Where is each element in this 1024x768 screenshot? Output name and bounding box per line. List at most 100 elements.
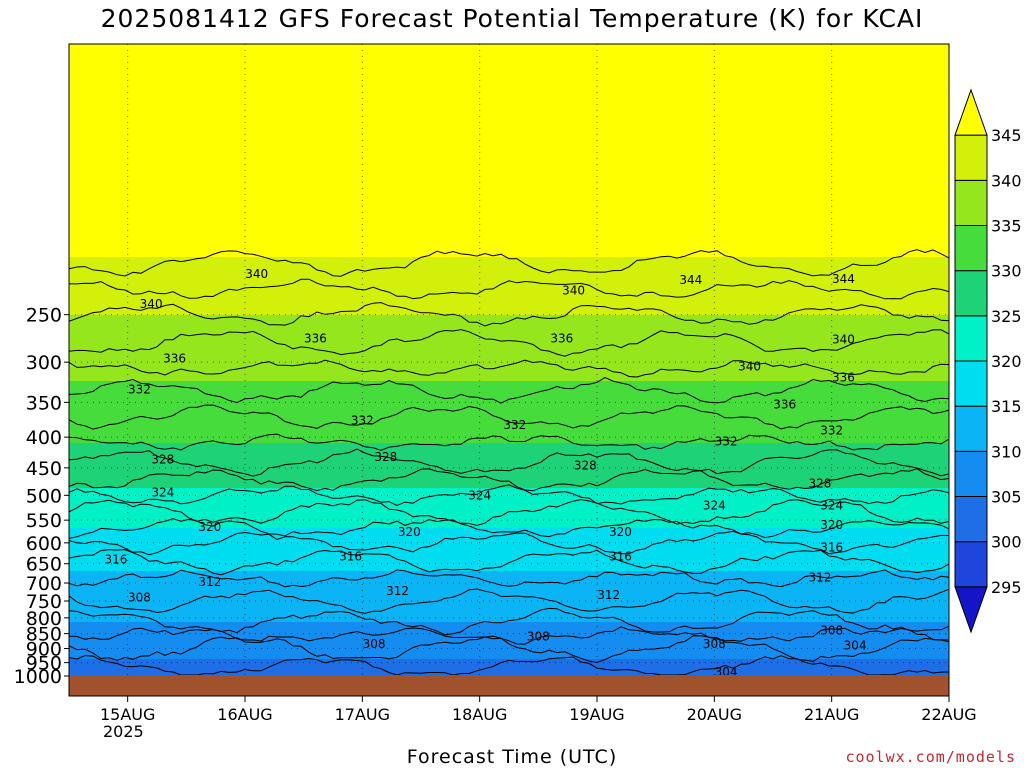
- contour-label: 324: [703, 499, 726, 513]
- y-tick-label: 900: [26, 639, 62, 661]
- contour-line: [69, 635, 949, 664]
- contour-label: 332: [128, 382, 151, 396]
- y-tick-label: 350: [26, 392, 62, 414]
- colorbar-label: 300: [991, 533, 1022, 552]
- y-tick-label: 950: [26, 653, 62, 675]
- y-tick-label: 550: [26, 510, 62, 532]
- x-tick-label: 18AUG: [452, 705, 507, 724]
- y-tick-label: 750: [26, 591, 62, 613]
- ground-layer: [69, 675, 949, 696]
- contour-line: [69, 377, 949, 404]
- chart-title: 2025081412 GFS Forecast Potential Temper…: [100, 4, 924, 33]
- contour-label: 312: [198, 575, 221, 589]
- y-tick-label: 600: [26, 533, 62, 555]
- x-tick-label: 21AUG: [804, 705, 859, 724]
- contour-label: 304: [844, 639, 867, 653]
- year-label: 2025: [103, 722, 144, 741]
- contour-line: [69, 278, 949, 300]
- contour-line: [69, 655, 949, 676]
- contour-label: 312: [808, 570, 831, 584]
- contour-label: 340: [140, 297, 163, 311]
- contour-label: 316: [104, 553, 127, 567]
- plot-frame: [68, 43, 950, 697]
- contour-label: 316: [339, 549, 362, 563]
- contour-line: [69, 549, 949, 576]
- x-axis-title: Forecast Time (UTC): [406, 746, 618, 768]
- contour-label: 344: [832, 272, 855, 286]
- contour-label: 332: [503, 418, 526, 432]
- contour-label: 344: [679, 273, 702, 287]
- colorbar-label: 310: [991, 442, 1022, 461]
- y-tick-label: 500: [26, 485, 62, 507]
- colorbar: 295 300 305 310 315 320 325 330 335 340 345: [954, 88, 1022, 634]
- colorbar-label: 325: [991, 307, 1022, 326]
- contour-label: 320: [820, 518, 843, 532]
- colorbar-label: 315: [991, 397, 1022, 416]
- contour-label: 320: [398, 525, 421, 539]
- contour-label: 320: [198, 520, 221, 534]
- colorbar-label: 340: [991, 171, 1022, 190]
- contour-label: 324: [820, 499, 843, 513]
- grid: [69, 44, 949, 696]
- contour-label: 308: [128, 591, 151, 605]
- y-axis: 2503003504004505005506006507007508008509…: [14, 305, 69, 688]
- x-tick-label: 19AUG: [569, 705, 624, 724]
- colorbar-segment: [954, 450, 988, 498]
- contour-line: [69, 329, 949, 357]
- x-tick-label: 15AUG: [100, 705, 155, 724]
- contour-line: [69, 569, 949, 588]
- contour-line: [69, 530, 949, 556]
- colorbar-segment: [954, 541, 988, 588]
- y-tick-label: 850: [26, 624, 62, 646]
- y-tick-label: 700: [26, 573, 62, 595]
- colorbar-label: 335: [991, 217, 1022, 236]
- contour-line: [69, 518, 949, 539]
- y-tick-label: 1000: [14, 666, 62, 688]
- colorbar-segment: [954, 179, 988, 226]
- colorbar-segment: [954, 405, 988, 452]
- contour-label: 336: [550, 332, 573, 346]
- contour-label: 324: [468, 488, 491, 502]
- contour-label: 340: [245, 267, 268, 281]
- credit-link[interactable]: coolwx.com/models: [845, 748, 1016, 766]
- contour-label: 312: [386, 584, 409, 598]
- contour-label: 328: [151, 453, 174, 467]
- contour-label: 308: [820, 624, 843, 638]
- colorbar-segment: [954, 88, 988, 136]
- contour-line: [69, 588, 949, 614]
- colorbar-segment: [954, 315, 988, 362]
- colorbar-label: 295: [991, 578, 1022, 597]
- contour-label: 328: [574, 459, 597, 473]
- y-tick-label: 400: [26, 427, 62, 449]
- contour-line: [69, 249, 949, 277]
- contour-label: 340: [562, 284, 585, 298]
- y-tick-label: 650: [26, 554, 62, 576]
- contour-label: 312: [597, 588, 620, 602]
- colorbar-label: 345: [991, 126, 1022, 145]
- colorbar-segment: [954, 270, 988, 317]
- contour-label: 328: [374, 450, 397, 464]
- contour-line: [69, 404, 949, 430]
- colorbar-segment: [954, 586, 988, 634]
- contour-label: 308: [363, 637, 386, 651]
- contour-label: 332: [820, 424, 843, 438]
- x-tick-label: 17AUG: [335, 705, 390, 724]
- plot-area: [69, 44, 949, 675]
- contour-label: 340: [832, 332, 855, 346]
- contour-label: 336: [163, 352, 186, 366]
- x-tick-label: 22AUG: [921, 705, 976, 724]
- y-tick-label: 800: [26, 608, 62, 630]
- contour-labels: 340 340 340 344 344 336 336 336 340 340 336 332 336 3…: [104, 267, 866, 679]
- contour-label: 316: [609, 549, 632, 563]
- contour-label: 336: [832, 370, 855, 384]
- contour-line: [69, 359, 949, 378]
- contour-label: 340: [738, 359, 761, 373]
- colorbar-label: 305: [991, 488, 1022, 507]
- colorbar-segment: [954, 225, 988, 272]
- colorbar-segment: [954, 496, 988, 543]
- contour-label: 328: [808, 477, 831, 491]
- colorbar-segment: [954, 360, 988, 407]
- contour-line: [69, 499, 949, 527]
- y-tick-label: 250: [26, 305, 62, 327]
